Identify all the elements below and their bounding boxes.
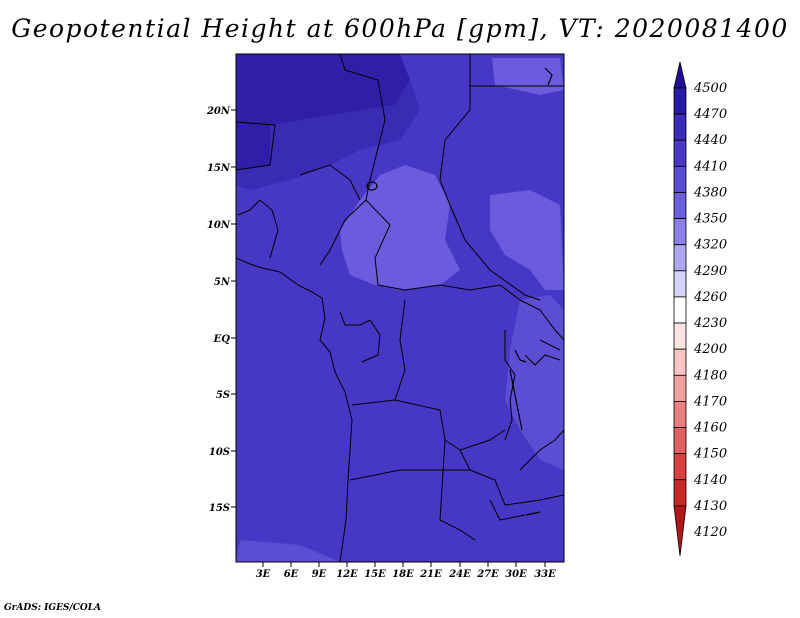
colorbar-level-label: 4120 xyxy=(693,525,727,540)
colorbar-level-label: 4380 xyxy=(693,185,727,200)
colorbar-segment xyxy=(673,192,687,219)
colorbar-level-label: 4440 xyxy=(693,133,727,148)
colorbar-level-label: 4170 xyxy=(693,394,727,409)
map-frame xyxy=(235,53,565,563)
lat-tick-label: 10S xyxy=(209,447,230,458)
colorbar-level-label: 4230 xyxy=(693,316,727,331)
lon-tick-label: 12E xyxy=(336,569,358,580)
colorbar-level-label: 4130 xyxy=(693,499,727,514)
latitude-axis: 20N 15N 10N 5N EQ 5S 10S 15S xyxy=(206,106,236,514)
colorbar-segment xyxy=(673,296,687,324)
colorbar-segment xyxy=(673,348,687,376)
map-title: Geopotential Height at 600hPa [gpm], VT:… xyxy=(11,14,789,43)
colorbar-segment xyxy=(673,453,687,481)
colorbar-segment xyxy=(673,61,687,89)
colorbar-segment xyxy=(673,322,687,350)
colorbar-segment xyxy=(673,505,687,557)
colorbar-level-label: 4290 xyxy=(693,264,727,279)
colorbar-level-label: 4180 xyxy=(693,368,727,383)
colorbar-level-label: 4260 xyxy=(693,290,727,305)
colorbar-level-label: 4410 xyxy=(693,159,727,174)
colorbar-segment xyxy=(673,87,687,115)
lon-tick-label: 15E xyxy=(364,569,386,580)
height-band-4440-north xyxy=(236,80,420,190)
longitude-axis: 3E 6E 9E 12E 15E 18E 21E 24E 27E 30E 33E xyxy=(256,562,556,580)
lon-tick-label: 18E xyxy=(392,569,414,580)
lon-tick-label: 24E xyxy=(448,569,471,580)
colorbar-level-label: 4470 xyxy=(693,107,727,122)
colorbar-level-label: 4160 xyxy=(693,421,727,436)
lon-tick-label: 30E xyxy=(505,569,527,580)
colorbar-segment xyxy=(673,218,687,246)
colorbar-segment xyxy=(673,479,687,507)
lat-tick-label: 5S xyxy=(216,390,230,401)
lon-tick-label: 3E xyxy=(256,569,271,580)
country-borders xyxy=(236,54,564,562)
lat-tick-label: 15N xyxy=(207,163,231,174)
height-band-4470 xyxy=(236,54,410,170)
colorbar: 4500 4470 4440 4410 4380 4350 4320 4290 4260 4230… xyxy=(673,61,727,557)
lat-tick-label: 20N xyxy=(206,106,231,117)
height-band-4350-central xyxy=(340,165,460,290)
lon-tick-label: 33E xyxy=(534,569,556,580)
colorbar-segment xyxy=(673,165,687,193)
lat-tick-label: 15S xyxy=(209,503,230,514)
height-band-4380-east xyxy=(505,295,564,470)
colorbar-level-label: 4320 xyxy=(693,238,727,253)
colorbar-segment xyxy=(673,374,687,402)
colorbar-segment xyxy=(673,113,687,141)
lat-tick-label: 10N xyxy=(207,220,231,231)
lon-tick-label: 9E xyxy=(312,569,327,580)
colorbar-segment xyxy=(673,139,687,167)
colorbar-segment xyxy=(673,427,687,455)
colorbar-level-label: 4140 xyxy=(693,473,727,488)
credit-text: GrADS: IGES/COLA xyxy=(4,603,102,613)
colorbar-level-label: 4200 xyxy=(693,342,727,357)
colorbar-level-label: 4500 xyxy=(693,81,727,96)
colorbar-segment xyxy=(673,401,687,428)
lakes xyxy=(366,67,553,516)
lon-tick-label: 27E xyxy=(476,569,499,580)
lat-tick-label: 5N xyxy=(214,277,231,288)
height-band-4380-southwest xyxy=(236,540,340,562)
colorbar-segment xyxy=(673,244,687,272)
height-band-4350-east xyxy=(490,190,564,290)
map-area xyxy=(236,54,564,562)
lon-tick-label: 6E xyxy=(284,569,299,580)
lat-tick-label: EQ xyxy=(213,334,231,345)
colorbar-level-label: 4150 xyxy=(693,447,727,462)
colorbar-segment xyxy=(673,270,687,298)
colorbar-level-label: 4350 xyxy=(693,212,727,227)
lon-tick-label: 21E xyxy=(419,569,442,580)
